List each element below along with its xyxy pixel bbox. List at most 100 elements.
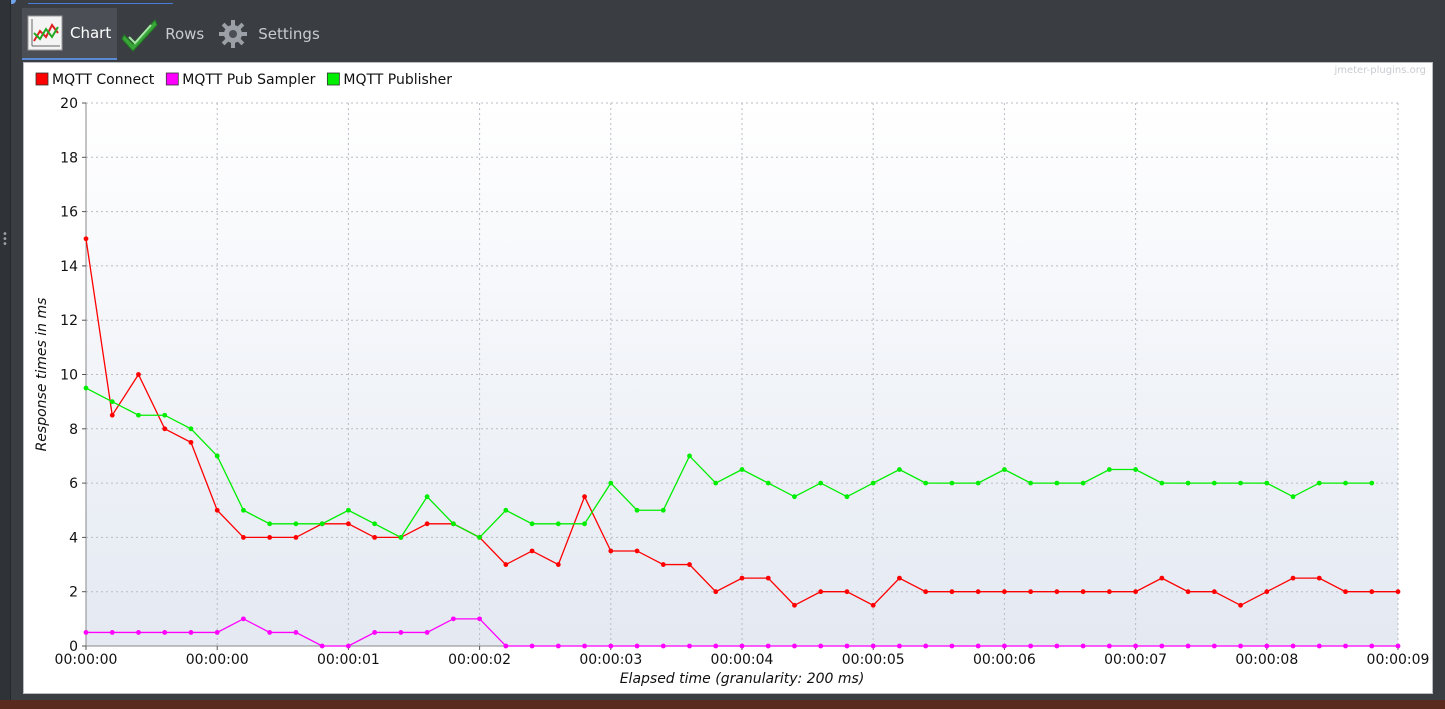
data-point	[136, 412, 141, 418]
y-tick-label: 18	[60, 150, 78, 166]
data-point	[424, 630, 430, 635]
link-underline[interactable]	[28, 0, 173, 4]
data-point	[608, 548, 614, 554]
data-point	[477, 616, 482, 622]
data-point	[1159, 575, 1165, 581]
data-point	[1002, 589, 1007, 595]
data-point	[188, 439, 194, 445]
data-point	[1316, 575, 1322, 581]
data-point	[687, 562, 692, 567]
data-point	[634, 507, 640, 513]
y-tick-label: 20	[60, 96, 78, 112]
data-point	[241, 535, 246, 540]
data-point	[1028, 589, 1034, 595]
data-point	[608, 643, 614, 649]
x-tick-label: 00:00:05	[842, 652, 905, 668]
data-point	[739, 575, 745, 581]
data-point	[1238, 602, 1243, 608]
data-point	[818, 643, 824, 649]
watermark-text: jmeter-plugins.org	[1333, 65, 1426, 76]
data-point	[923, 643, 929, 649]
legend-label: MQTT Pub Sampler	[182, 72, 315, 88]
data-point	[975, 480, 981, 486]
data-point	[975, 589, 981, 595]
data-point	[870, 643, 876, 649]
data-point	[739, 467, 745, 472]
response-times-chart: MQTT Connect MQTT Pub Sampler MQTT Publish…	[34, 65, 1429, 687]
data-point	[923, 589, 929, 595]
y-tick-label: 4	[69, 530, 78, 546]
data-point	[477, 535, 482, 540]
data-point	[503, 643, 509, 649]
data-point	[162, 412, 168, 418]
data-point	[1080, 589, 1086, 595]
data-point	[424, 521, 430, 527]
data-point	[1316, 480, 1322, 486]
data-point	[162, 630, 168, 635]
series-lines	[83, 236, 1401, 649]
data-point	[293, 521, 299, 527]
data-point	[634, 643, 640, 649]
data-point	[188, 630, 194, 635]
data-point	[660, 562, 666, 567]
data-point	[1395, 589, 1401, 595]
data-point	[765, 643, 771, 649]
line-chart-icon	[26, 14, 64, 52]
data-point	[188, 426, 194, 432]
data-point	[1133, 467, 1138, 472]
data-point	[83, 236, 89, 242]
data-point	[529, 521, 535, 527]
y-tick-label: 8	[69, 422, 78, 438]
data-point	[109, 412, 115, 418]
y-tick-label: 16	[60, 205, 78, 221]
tab-chart-label: Chart	[70, 24, 112, 42]
data-point	[241, 616, 246, 622]
data-point	[1080, 480, 1086, 486]
data-point	[1343, 589, 1348, 595]
data-point	[346, 521, 351, 527]
data-point	[503, 562, 509, 567]
data-point	[267, 630, 273, 635]
data-point	[792, 494, 797, 500]
data-point	[844, 589, 850, 595]
tab-rows-label: Rows	[165, 25, 205, 43]
x-tick-label: 00:00:00	[55, 652, 118, 668]
data-point	[1054, 643, 1060, 649]
data-point	[1290, 643, 1296, 649]
data-point	[1211, 643, 1217, 649]
status-dot-icon	[8, 0, 16, 4]
data-point	[1054, 589, 1060, 595]
data-point	[267, 521, 273, 527]
data-point	[450, 616, 456, 622]
data-point	[1185, 643, 1191, 649]
data-point	[1343, 643, 1348, 649]
data-point	[1080, 643, 1086, 649]
y-axis-ticks: 0 2 4 6 8 10 12 14 16 18 20	[60, 96, 86, 655]
data-point	[1028, 480, 1034, 486]
data-point	[529, 643, 535, 649]
chart-panel: MQTT Connect MQTT Pub Sampler MQTT Publish…	[23, 62, 1433, 694]
tab-rows[interactable]: Rows	[117, 8, 210, 60]
data-point	[1054, 480, 1060, 486]
data-point	[346, 643, 351, 649]
y-tick-label: 6	[69, 476, 78, 492]
legend-swatch	[35, 72, 49, 86]
view-tabbar: Chart Rows	[22, 8, 326, 60]
data-point	[765, 480, 771, 486]
data-point	[529, 548, 535, 554]
data-point	[897, 467, 902, 472]
series-line	[85, 387, 1372, 539]
data-point	[1159, 643, 1165, 649]
tab-settings[interactable]: Settings	[210, 8, 326, 60]
data-point	[267, 535, 273, 540]
x-axis-ticks: 00:00:00 00:00:00 00:00:01 00:00:02 00:00:03…	[55, 646, 1429, 668]
data-point	[897, 643, 902, 649]
data-point	[1395, 643, 1401, 649]
data-point	[949, 589, 955, 595]
x-tick-label: 00:00:01	[317, 652, 380, 668]
drag-handle-icon[interactable]: • • •	[2, 229, 8, 250]
data-point	[844, 494, 850, 500]
tab-chart[interactable]: Chart	[22, 8, 118, 60]
data-point	[1133, 589, 1138, 595]
data-point	[608, 480, 614, 486]
